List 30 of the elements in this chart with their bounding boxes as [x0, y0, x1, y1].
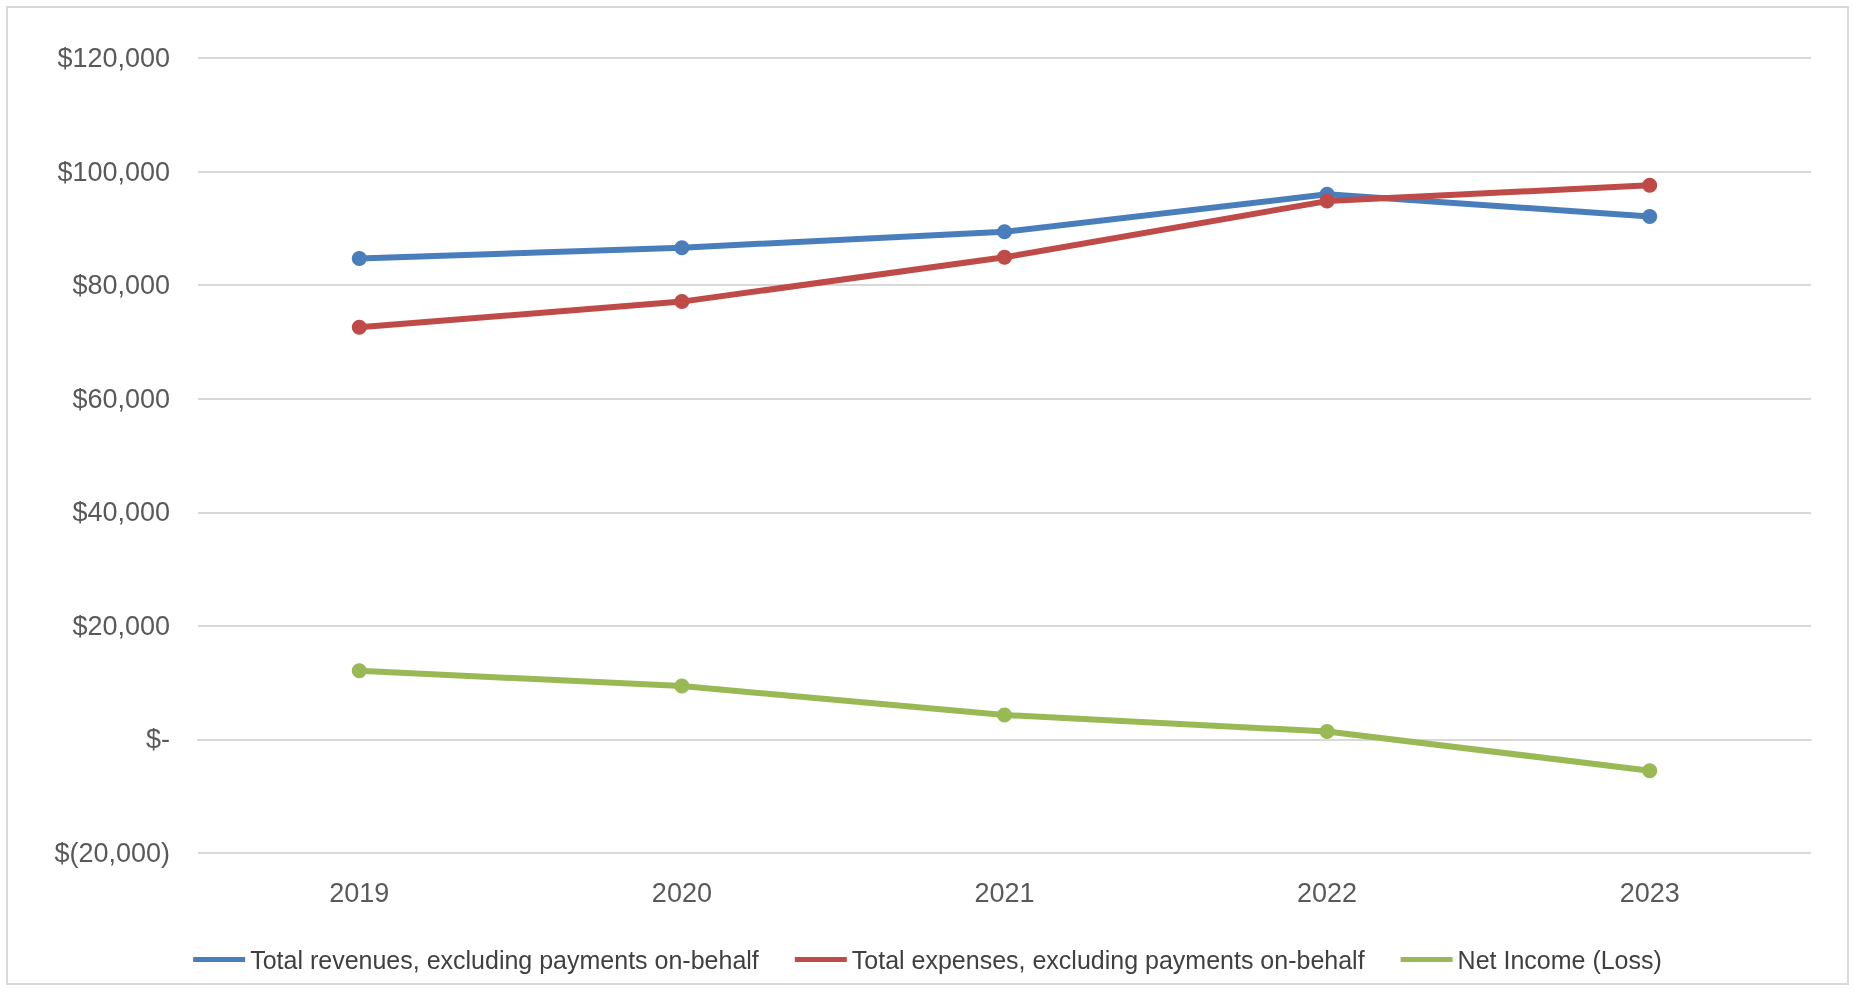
point [351, 250, 367, 266]
point [674, 240, 690, 256]
y-tick-label: $120,000 [57, 43, 170, 73]
y-tick-label: $20,000 [72, 610, 170, 641]
x-tick-label: 2019 [329, 877, 390, 908]
point [351, 663, 367, 679]
x-tick-label: 2023 [1619, 877, 1680, 908]
legend-label: Net Income (Loss) [1457, 945, 1662, 974]
y-tick-label: $60,000 [72, 383, 170, 414]
point [997, 707, 1012, 723]
point [674, 678, 690, 694]
legend-label: Total expenses, excluding payments on-behalf [851, 945, 1365, 974]
y-tick-label: $80,000 [72, 270, 170, 301]
x-tick-label: 2021 [974, 877, 1035, 908]
point [351, 319, 367, 335]
point [1642, 177, 1658, 193]
x-tick-label: 2020 [651, 877, 712, 908]
point [1642, 208, 1658, 224]
point [1319, 723, 1335, 739]
x-tick-label: 2022 [1297, 877, 1358, 908]
point [997, 249, 1012, 265]
y-tick-label: $100,000 [57, 156, 170, 187]
point [1642, 763, 1658, 779]
y-tick-label: $- [145, 724, 170, 755]
y-tick-label: $(20,000) [54, 838, 170, 868]
y-tick-label: $40,000 [72, 497, 170, 528]
point [674, 294, 690, 310]
legend-label: Total revenues, excluding payments on-behalf [250, 945, 759, 974]
point [1319, 193, 1335, 209]
point [997, 224, 1012, 240]
